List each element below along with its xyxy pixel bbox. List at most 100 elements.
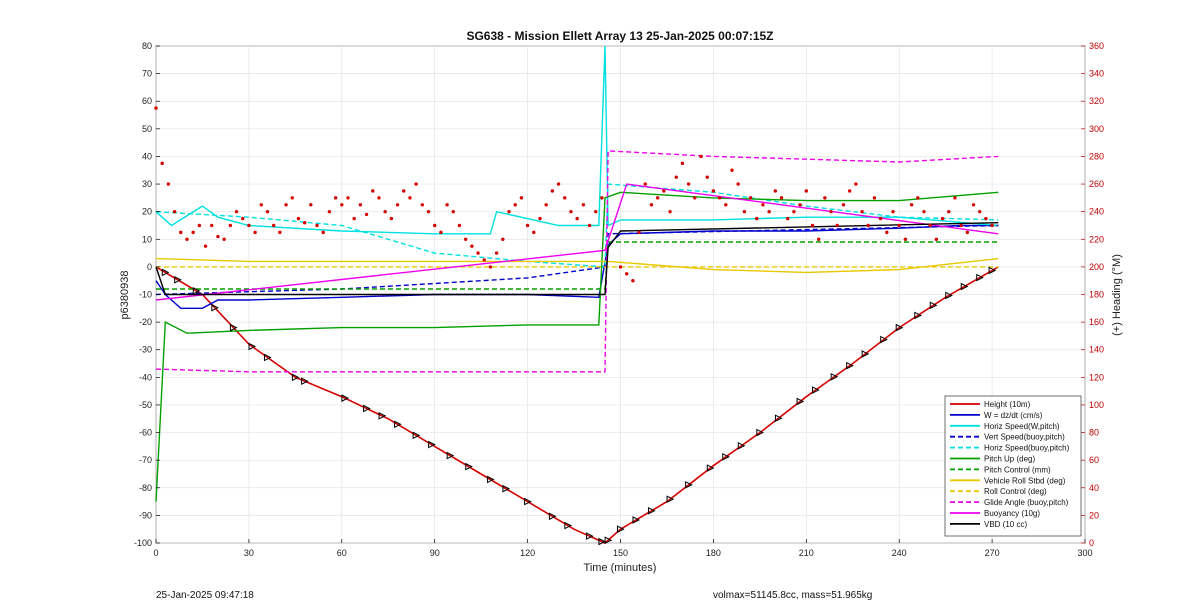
legend: Height (10m) W = dz/dt (cm/s) Horiz Speed(… xyxy=(944,395,1082,537)
y-left-tick-label: -20 xyxy=(139,317,152,327)
heading-point xyxy=(525,223,530,228)
legend-entry: Horiz Speed(W,pitch) xyxy=(984,422,1060,431)
x-tick-label: 210 xyxy=(799,548,814,558)
dive-marker xyxy=(722,453,730,461)
heading-point xyxy=(637,230,641,235)
heading-point xyxy=(891,209,895,214)
x-axis-label: Time (minutes) xyxy=(584,562,657,574)
heading-point xyxy=(346,196,350,200)
dive-marker xyxy=(486,475,495,484)
heading-point xyxy=(234,209,239,214)
heading-point xyxy=(216,234,220,239)
legend-entry: Glide Angle (buoy,pitch) xyxy=(984,498,1069,507)
y-left-tick-label: 0 xyxy=(147,262,152,272)
heading-point xyxy=(786,216,790,221)
heading-point xyxy=(866,223,870,228)
dive-marker xyxy=(895,323,904,332)
heading-point xyxy=(674,175,678,179)
y-left-tick-label: 60 xyxy=(142,96,152,106)
y-right-tick-label: 160 xyxy=(1089,317,1104,327)
heading-point xyxy=(185,237,189,241)
heading-point xyxy=(253,230,257,235)
y-left-tick-label: 10 xyxy=(142,234,152,244)
x-tick-label: 150 xyxy=(613,548,628,558)
heading-point xyxy=(544,203,548,207)
heading-point xyxy=(364,212,369,217)
y-right-tick-label: 220 xyxy=(1089,234,1104,244)
heading-point xyxy=(507,209,511,214)
y-left-tick-label: 80 xyxy=(142,41,152,51)
heading-point xyxy=(352,216,356,221)
dive-marker xyxy=(412,431,421,440)
heading-point xyxy=(594,209,598,214)
x-tick-label: 60 xyxy=(337,548,347,558)
series-line xyxy=(155,257,999,274)
legend-entry: Vert Speed(buoy,pitch) xyxy=(984,433,1065,442)
y-right-tick-label: 120 xyxy=(1089,372,1104,382)
series-line xyxy=(155,183,999,268)
dive-marker xyxy=(428,440,436,449)
heading-point xyxy=(197,223,202,228)
heading-point xyxy=(680,161,685,166)
y-left-tick-label: -100 xyxy=(134,538,152,548)
heading-point xyxy=(160,161,164,166)
dive-marker xyxy=(604,536,613,545)
dive-marker xyxy=(617,525,625,534)
dive-marker xyxy=(341,394,350,402)
heading-point xyxy=(321,230,325,235)
y-right-tick-labels: 0 20 40 60 80 100 120 140 160 180 200 220 240 260 280 3… xyxy=(1081,41,1104,548)
dive-marker xyxy=(861,350,870,358)
heading-point xyxy=(519,196,524,200)
heading-point xyxy=(600,196,604,200)
heading-point xyxy=(340,203,344,207)
dive-marker xyxy=(706,464,715,472)
heading-point xyxy=(191,230,195,235)
x-tick-label: 90 xyxy=(430,548,440,558)
y-right-tick-label: 180 xyxy=(1089,290,1104,300)
legend-entry: Roll Control (deg) xyxy=(984,487,1047,496)
y-left-tick-label: 40 xyxy=(142,151,152,161)
heading-point xyxy=(296,216,301,221)
y-right-tick-label: 320 xyxy=(1089,96,1104,106)
heading-point xyxy=(457,223,462,228)
dive-marker xyxy=(647,506,656,515)
legend-entry: Horiz Speed(buoy,pitch) xyxy=(984,444,1070,453)
heading-point xyxy=(395,203,400,207)
heading-point xyxy=(835,223,839,228)
heading-point xyxy=(841,203,846,207)
y-right-tick-label: 200 xyxy=(1089,262,1104,272)
heading-point xyxy=(916,196,920,200)
heading-point xyxy=(662,189,666,193)
heading-point xyxy=(569,209,573,214)
y-right-tick-label: 360 xyxy=(1089,41,1104,51)
heading-point xyxy=(773,189,778,193)
heading-point xyxy=(655,196,660,200)
heading-point xyxy=(371,189,375,193)
heading-point xyxy=(333,196,338,200)
heading-point xyxy=(779,196,784,200)
dive-marker xyxy=(263,353,272,362)
dive-marker xyxy=(880,335,888,344)
dive-marker xyxy=(161,268,170,277)
heading-point xyxy=(414,182,418,186)
heading-point xyxy=(470,244,474,248)
legend-entry: Pitch Up (deg) xyxy=(984,455,1035,464)
heading-point xyxy=(767,209,771,214)
y-left-tick-label: -30 xyxy=(139,345,152,355)
heading-point xyxy=(575,216,579,221)
dive-marker xyxy=(796,397,805,406)
heading-point xyxy=(816,237,821,241)
dive-marker xyxy=(846,361,854,370)
heading-point xyxy=(829,209,833,214)
heading-point xyxy=(947,209,951,214)
heading-point xyxy=(624,272,629,276)
heading-point xyxy=(247,223,251,228)
heading-point xyxy=(290,196,294,200)
dive-marker xyxy=(248,342,257,351)
heading-point xyxy=(581,203,586,207)
series-layer xyxy=(155,45,999,544)
dive-marker xyxy=(666,495,675,503)
heading-point xyxy=(302,221,307,225)
heading-point xyxy=(649,203,654,207)
